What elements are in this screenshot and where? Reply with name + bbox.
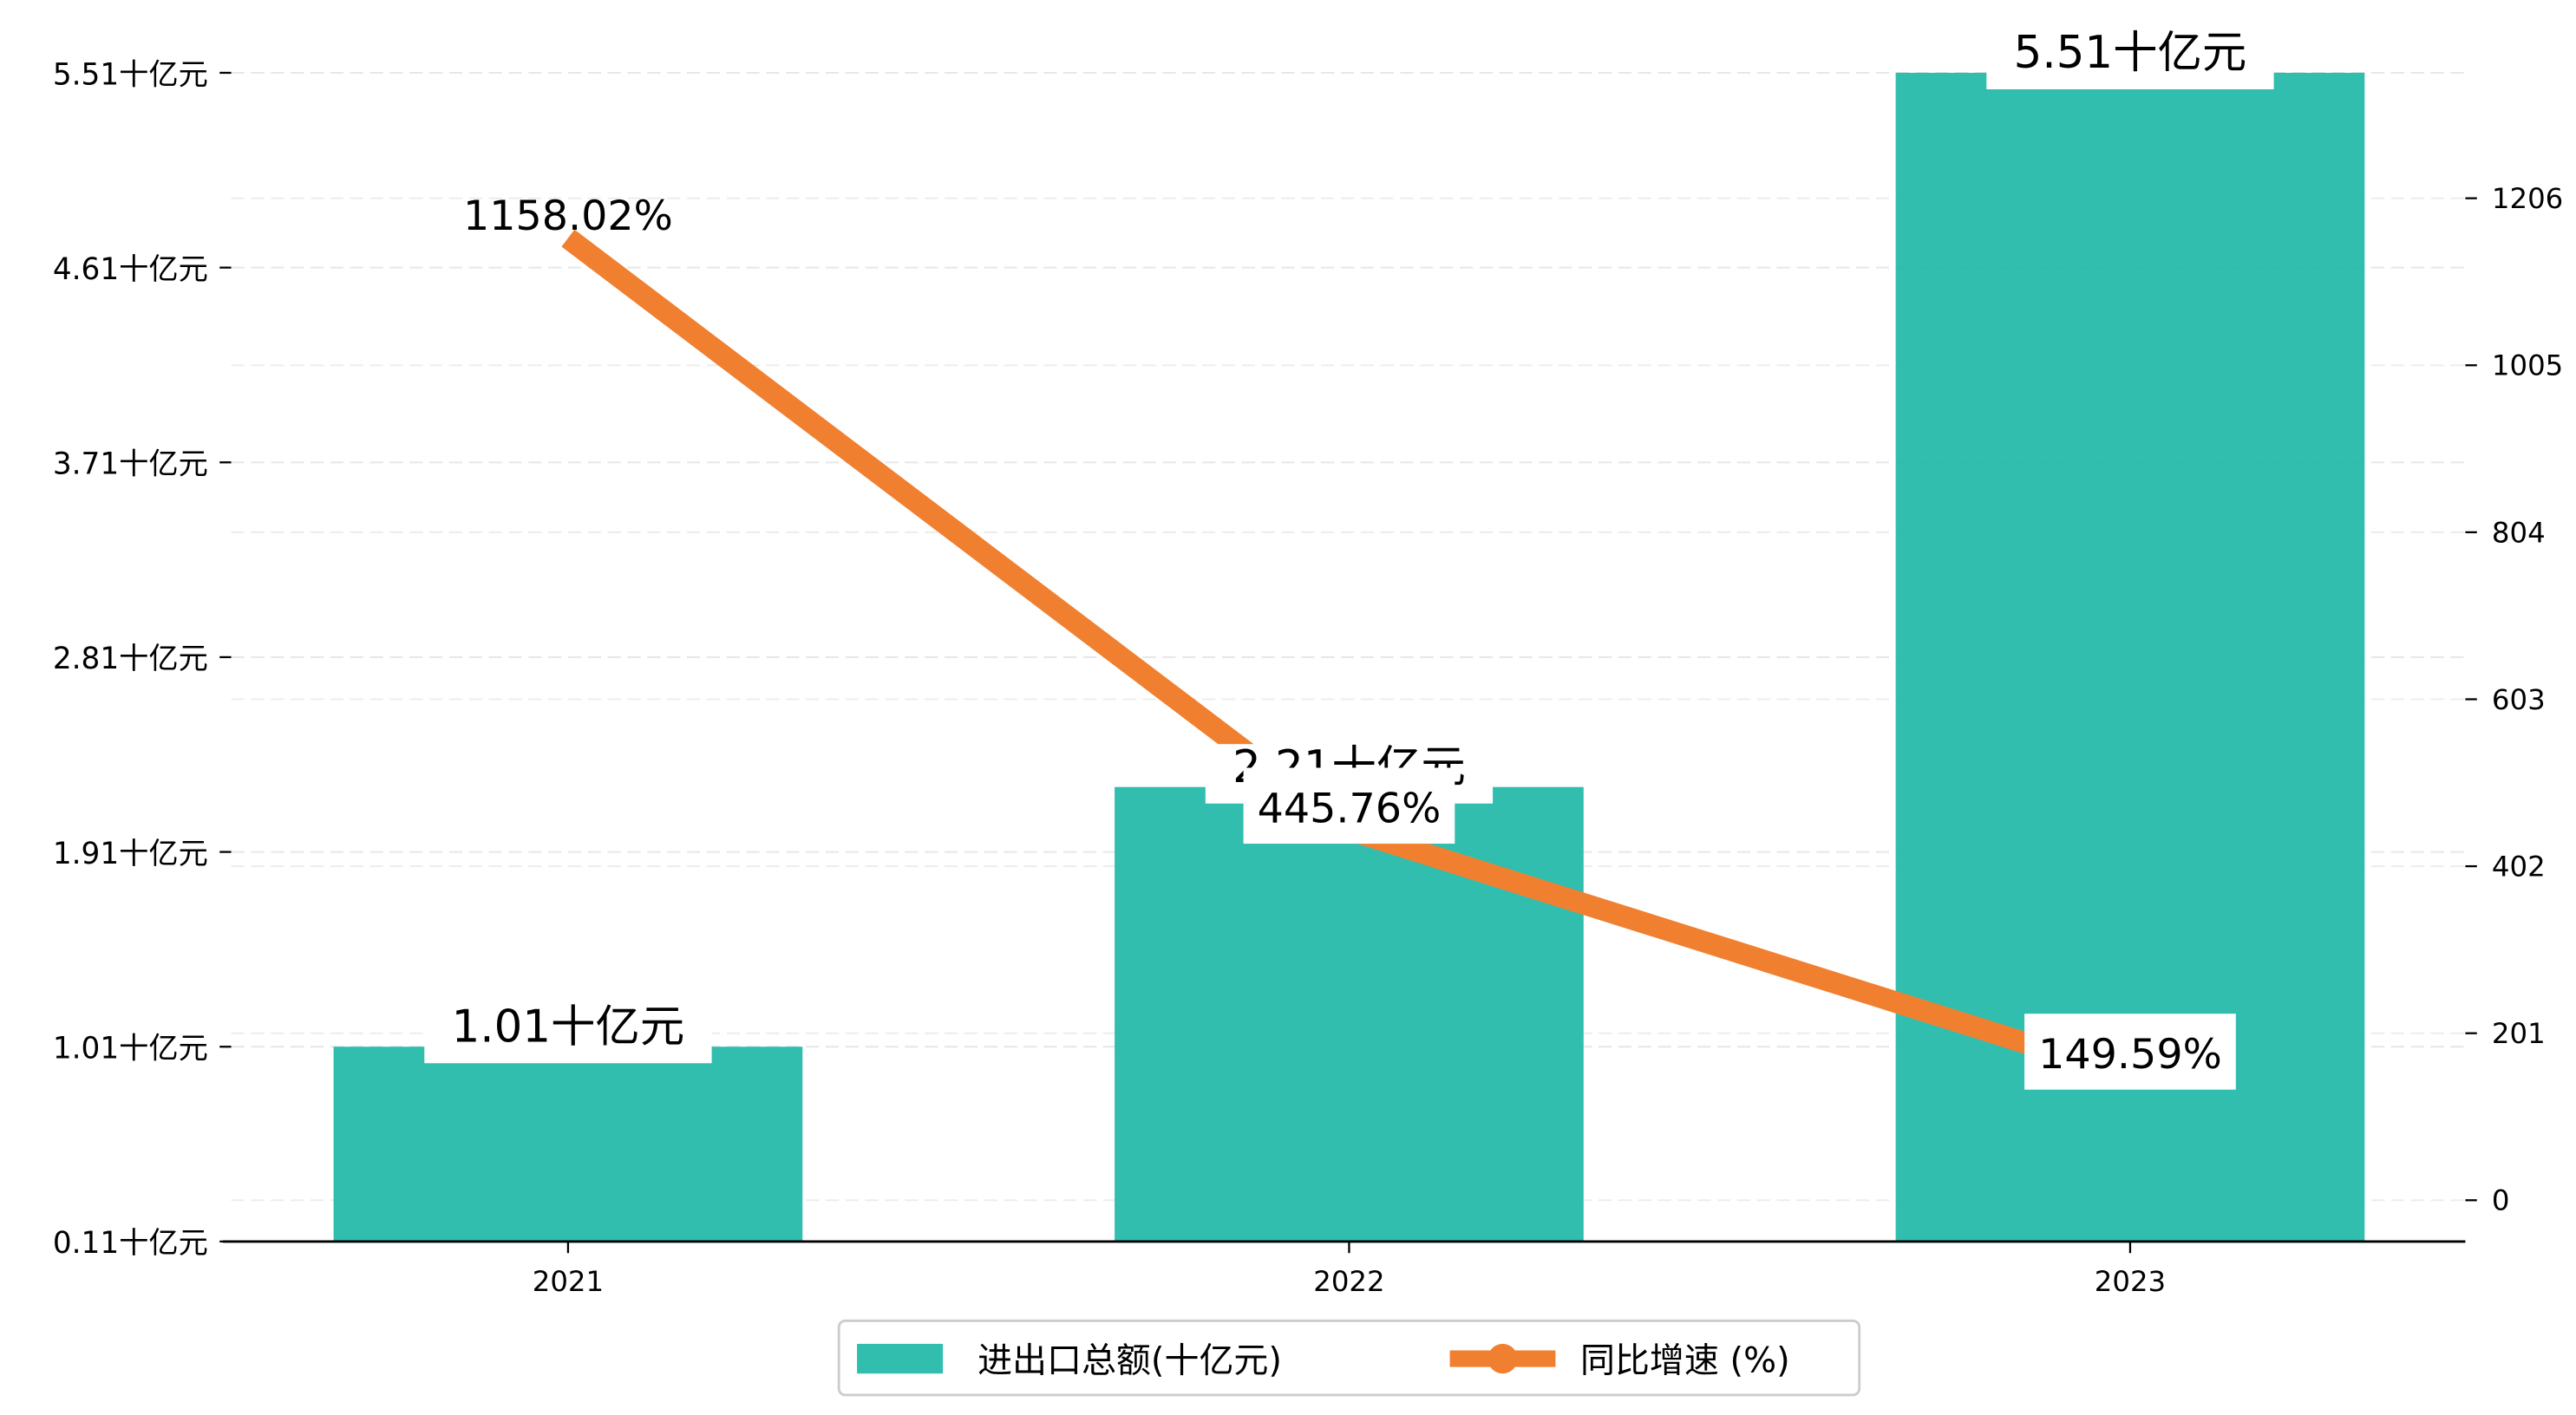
x-tick-label: 2021 — [533, 1265, 604, 1298]
legend-box — [837, 1319, 1861, 1397]
right-tick-label: 603 — [2492, 683, 2546, 716]
right-tick-label: 201 — [2492, 1017, 2546, 1050]
left-tick-label: 5.51十亿元 — [53, 57, 208, 92]
legend-bar-label: 进出口总额(十亿元) — [977, 1340, 1282, 1380]
legend-line-marker — [1487, 1343, 1518, 1374]
bar-label-bg — [424, 1003, 712, 1064]
left-tick-label: 4.61十亿元 — [53, 252, 208, 287]
left-tick-label: 1.91十亿元 — [53, 837, 208, 871]
right-tick-label: 0 — [2492, 1184, 2510, 1217]
x-tick-label: 2023 — [2095, 1265, 2166, 1298]
bar-2021 — [333, 1047, 803, 1242]
legend-line-label: 同比增速 (%) — [1580, 1340, 1790, 1380]
right-tick-label: 1005 — [2492, 349, 2563, 382]
line-label: 149.59% — [2038, 1031, 2222, 1079]
bar-label: 5.51十亿元 — [2014, 27, 2247, 79]
axes: 0.11十亿元 1.01十亿元 1.91十亿元 2.81十亿元 3.71十亿元 4.61十… — [53, 57, 2563, 1298]
line-label-bg — [2024, 1014, 2236, 1090]
left-tick-label: 0.11十亿元 — [53, 1226, 208, 1261]
right-tick-label: 1206 — [2492, 182, 2563, 215]
right-tick-label: 804 — [2492, 516, 2546, 549]
legend-bar-swatch — [857, 1343, 944, 1374]
right-tick-label: 402 — [2492, 851, 2546, 884]
bar-label: 1.01十亿元 — [452, 1001, 685, 1053]
left-tick-label: 1.01十亿元 — [53, 1032, 208, 1066]
x-tick-label: 2022 — [1313, 1265, 1384, 1298]
line-label: 445.76% — [1258, 785, 1442, 832]
line-label: 1158.02% — [463, 192, 673, 240]
bar-label-bg — [1986, 29, 2274, 90]
left-tick-label: 2.81十亿元 — [53, 642, 208, 676]
legend: 进出口总额(十亿元) 同比增速 (%) — [837, 1319, 1861, 1397]
line-label-bg — [1243, 767, 1455, 844]
bar-2022 — [1115, 786, 1584, 1242]
data-labels: 1.01十亿元2.21十亿元5.51十亿元1158.02%445.76%149.… — [424, 27, 2274, 1090]
left-tick-label: 3.71十亿元 — [53, 447, 208, 482]
